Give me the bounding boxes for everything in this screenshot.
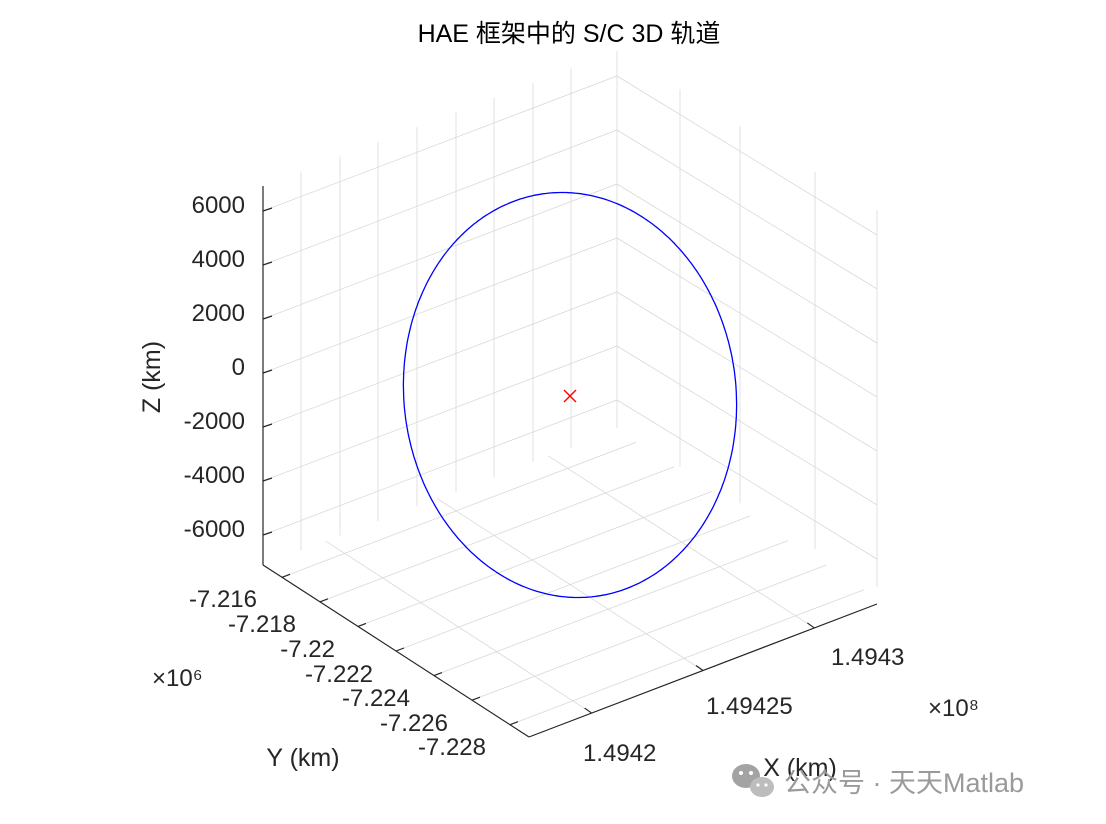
chart-title: HAE 框架中的 S/C 3D 轨道 [418,20,721,48]
z-tick-mark [262,423,273,428]
x-tick-mark [695,665,704,671]
y-axis-label: Y (km) [266,744,339,772]
y-tick-label: -7.228 [418,734,486,761]
z-tick-label: 6000 [192,192,245,219]
y-tick-label: -7.224 [342,685,410,712]
z-tick-labels: 6000 4000 2000 0 -2000 -4000 -6000 [184,192,245,543]
z-grid-line [262,399,878,560]
axis-lines [262,186,878,738]
y-floor-grid-line [319,466,675,603]
y-tick-label: -7.218 [228,611,296,638]
orbit-path [402,191,738,599]
y-tick-mark [281,573,291,578]
y-tick-label: -7.226 [380,710,448,737]
y-tick-label: -7.222 [305,661,373,688]
y-floor-grid-line [433,540,789,676]
z-tick-mark [262,207,273,212]
z-tick-label: 2000 [192,300,245,327]
y-tick-mark [319,598,329,603]
x-tick-mark [584,707,592,714]
x-tick-label: 1.49425 [706,693,793,720]
y-tick-label: -7.216 [189,586,257,613]
z-tick-label: -4000 [184,462,245,489]
x-floor-grid-line [436,498,704,671]
marker-stroke [563,389,577,403]
z-grid-line [262,129,878,290]
x-tick-label: 1.4943 [831,644,904,671]
y-tick-mark [471,696,481,701]
y-tick-mark [433,672,443,677]
wechat-icon [732,764,774,797]
grid-lines [262,51,878,726]
tick-marks [262,207,815,726]
x-axis-label: X (km) [763,754,837,782]
x-exponent-label: ×10⁸ [928,695,979,722]
x-floor-grid-line [548,455,815,629]
z-grid-line [262,291,878,452]
z-grid-line [262,345,878,506]
y-tick-mark [509,721,519,726]
y-floor-grid-line [395,515,751,652]
y-floor-grid-line [357,491,713,627]
x-floor-grid-line [325,540,592,714]
x-tick-labels: 1.4942 1.49425 1.4943 [583,644,904,767]
y-tick-mark [357,622,367,627]
z-tick-mark [262,369,273,374]
y-tick-mark [395,647,405,652]
z-tick-label: 4000 [192,246,245,273]
y-tick-labels: -7.216 -7.218 -7.22 -7.222 -7.224 -7.226… [189,586,486,761]
z-grid-line [262,75,878,236]
watermark: 公众号 · 天天Matlab [732,764,1024,798]
watermark-text: 公众号 · 天天Matlab [784,768,1024,798]
z-tick-mark [262,261,273,266]
z-tick-mark [262,315,273,320]
x-tick-label: 1.4942 [583,740,656,767]
z-tick-label: -6000 [184,516,245,543]
z-grid-line [262,237,878,398]
y-floor-grid-line [471,564,827,701]
y-tick-label: -7.22 [280,636,335,663]
y-floor-grid-line [509,589,865,726]
z-tick-mark [262,531,273,536]
z-tick-label: -2000 [184,408,245,435]
z-tick-mark [262,477,273,482]
y-exponent-label: ×10⁶ [152,665,203,692]
y-floor-grid-line [281,441,637,578]
x-tick-mark [807,622,815,629]
center-marker [563,389,577,403]
z-axis-label: Z (km) [138,341,166,413]
z-tick-label: 0 [232,354,245,381]
z-grid-line [262,183,878,344]
